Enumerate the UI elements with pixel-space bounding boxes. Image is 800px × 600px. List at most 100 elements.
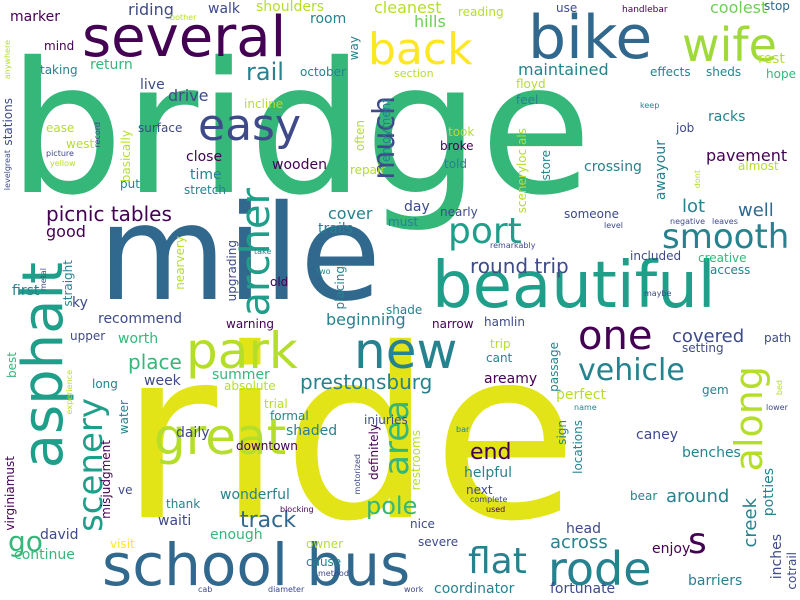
word-definitely: definitely [367, 424, 381, 481]
word-one: one [578, 313, 653, 359]
word-hamlin: hamlin [484, 315, 525, 329]
word-drive: drive [168, 86, 209, 105]
word-complete: complete [470, 495, 508, 504]
word-upgrading: upgrading [225, 240, 239, 302]
word-injuries: injuries [364, 413, 408, 427]
word-beginning: beginning [326, 310, 406, 329]
word-access: access [710, 263, 751, 277]
word-anywhere: anywhere [3, 40, 12, 80]
word-enough: enough [210, 527, 263, 543]
word-rest: rest [758, 51, 785, 67]
word-well: well [738, 200, 774, 221]
word-worth: worth [118, 331, 159, 347]
word-two: two [316, 267, 331, 276]
word-best: best [5, 352, 19, 378]
word-ride: ride [120, 298, 578, 573]
word-level: level [604, 221, 624, 230]
word-continue: continue [14, 547, 75, 563]
word-smooth: smooth [662, 217, 790, 257]
word-absolute: absolute [224, 379, 276, 393]
word-cant: cant [486, 351, 513, 365]
word-ve: ve [118, 483, 133, 497]
word-wonderful: wonderful [220, 487, 290, 503]
word-pavement: pavement [706, 146, 788, 165]
word-round-trip: round trip [470, 254, 569, 278]
word-covered: covered [672, 326, 745, 347]
word-wooden: wooden [272, 157, 327, 173]
word-yellow: yellow [50, 159, 76, 168]
word-several: several [82, 5, 287, 70]
word-job: job [676, 121, 695, 135]
word-warning: warning [226, 317, 275, 331]
word-thank: thank [166, 497, 201, 511]
word-around: around [666, 486, 730, 507]
word-recommend: recommend [98, 311, 182, 327]
word-areamy: areamy [484, 371, 538, 387]
word-cover: cover [328, 204, 373, 223]
word-visit: visit [110, 537, 135, 551]
word-metal: metal [39, 268, 48, 291]
word-incline: incline [244, 97, 284, 111]
word-head: head [566, 521, 601, 537]
word-creative: creative [698, 251, 747, 265]
word-dont: dont [693, 170, 702, 189]
word-new: new [354, 322, 458, 380]
word-enjoyment: enjoyment [379, 98, 393, 163]
word-perfect: perfect [556, 387, 606, 403]
word-crossing: crossing [584, 159, 642, 175]
word-took: took [448, 125, 475, 139]
word-david: david [40, 527, 79, 543]
word-barriers: barriers [688, 573, 743, 589]
word-daily: daily [176, 425, 210, 441]
word-west: west [66, 137, 95, 151]
word-vehicle: vehicle [578, 353, 685, 388]
word-enjoy: enjoy [652, 541, 691, 557]
word-cause: cause [306, 555, 342, 569]
word-put: put [120, 177, 140, 191]
word-maybe: maybe [644, 289, 672, 298]
word-benches: benches [682, 445, 741, 461]
word-virginiamust: virginiamust [3, 456, 17, 531]
word-return: return [90, 57, 133, 73]
word-mile: mile [98, 177, 382, 331]
word-across: across [550, 532, 608, 553]
word-flat: flat [468, 541, 527, 582]
word-stations: stations [1, 98, 15, 146]
word-first: first [12, 283, 40, 299]
word-cab: cab [198, 585, 213, 594]
word-school-bus: school bus [102, 531, 411, 599]
word-taking: taking [40, 63, 78, 77]
word-hills: hills [414, 12, 446, 31]
word-experience: experience [65, 370, 74, 415]
word-passage: passage [547, 342, 561, 392]
word-store: store [539, 150, 553, 181]
word-s: s [688, 521, 707, 562]
word-section: section [394, 67, 434, 80]
word-almost: almost [738, 159, 779, 173]
word-bridge: bridge [8, 23, 592, 235]
word-told: told [444, 157, 467, 171]
word-week: week [144, 373, 181, 389]
word-leaves: leaves [712, 217, 738, 226]
word-coordinator: coordinator [434, 581, 515, 597]
word-bed: bed [775, 380, 784, 396]
word-ky: ky [72, 295, 88, 311]
word-mind: mind [44, 39, 75, 53]
word-placing: placing [333, 266, 347, 310]
word-potties: potties [761, 468, 777, 517]
word-must: must [388, 215, 419, 229]
word-work: work [404, 585, 424, 594]
word-place: place [128, 350, 182, 374]
word-narrow: narrow [432, 317, 474, 331]
word-misjudgment: misjudgment [99, 440, 113, 519]
word-nice: nice [410, 517, 435, 531]
word-sign: sign [555, 420, 569, 445]
word-live: live [140, 77, 165, 93]
word-name: name [574, 403, 597, 412]
word-blocking: blocking [280, 505, 314, 514]
word-method: method [318, 569, 349, 578]
word-racks: racks [708, 109, 746, 125]
word-nearly: nearly [440, 205, 478, 219]
word-port: port [448, 211, 522, 252]
